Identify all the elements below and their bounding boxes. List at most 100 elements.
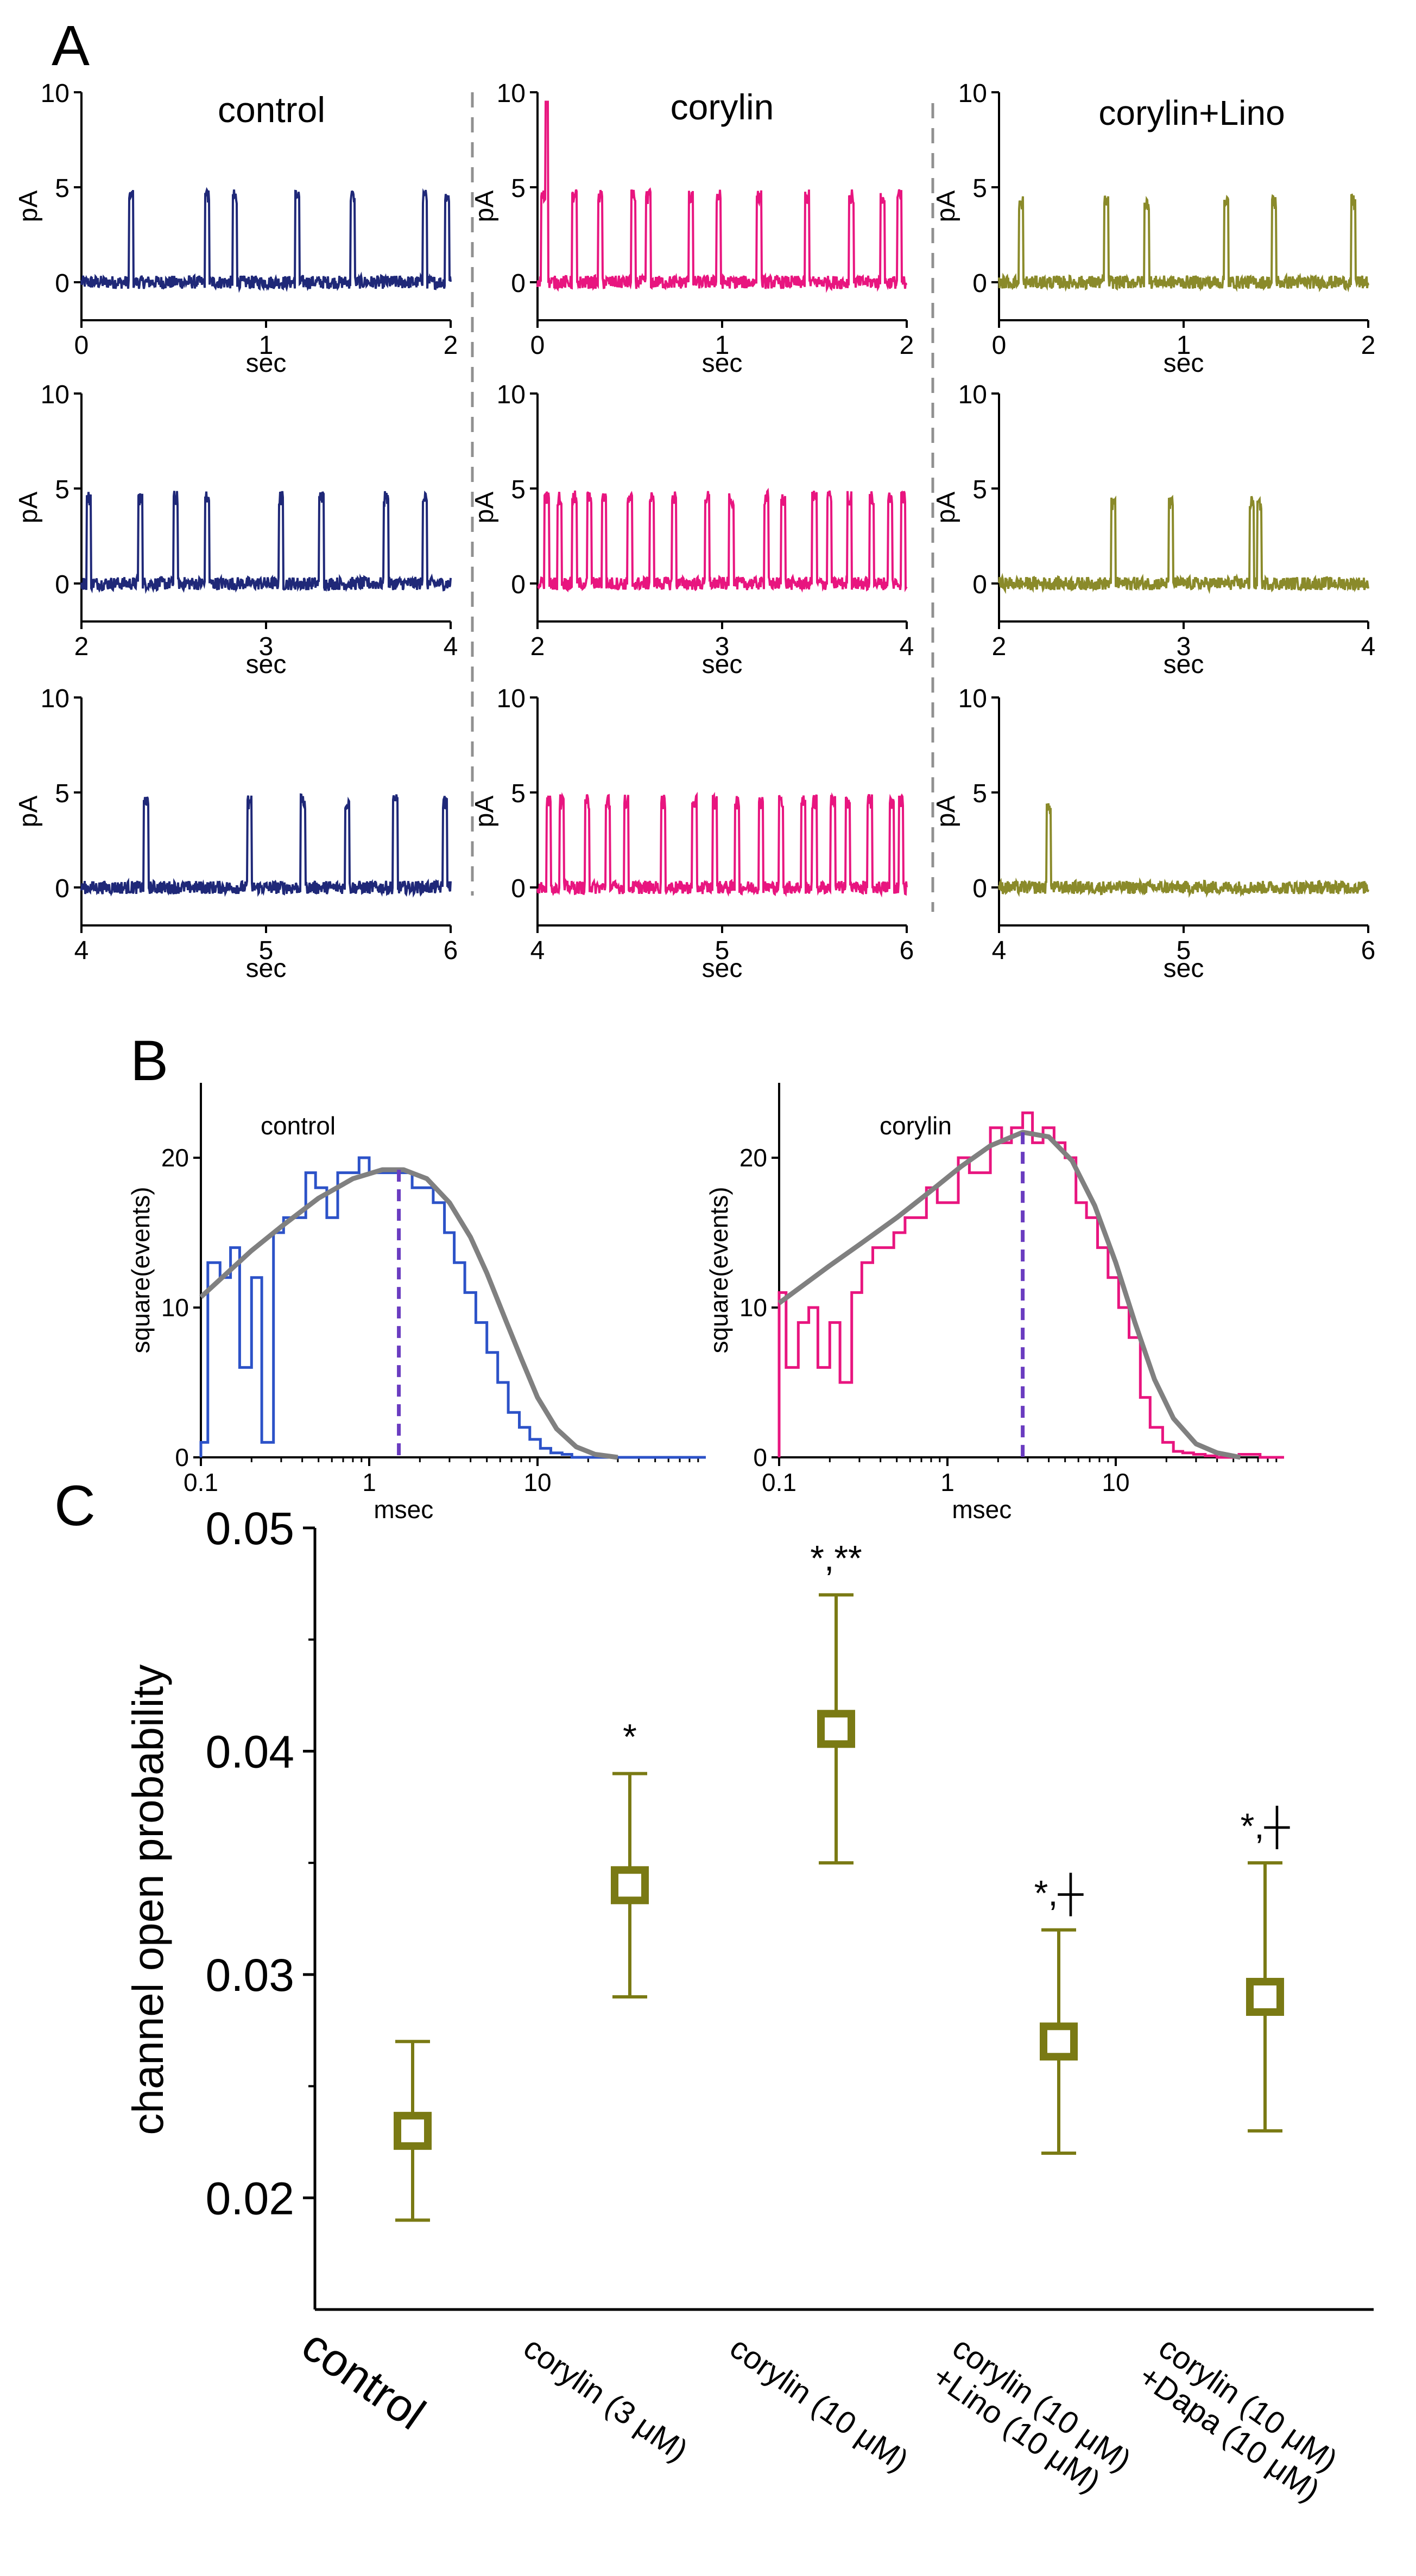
trace-plot-2-1: 0 5 10 pA 0 1 2 sec bbox=[470, 79, 914, 378]
trace-plot-2-2: 0 5 10 pA 2 3 4 sec bbox=[470, 380, 914, 679]
histogram-plot-1: 0 10 20 0.1 1 10 msec square(events) control bbox=[127, 1083, 706, 1524]
y-axis-label: square(events) bbox=[705, 1187, 733, 1354]
y-tick-label: 10 bbox=[41, 684, 69, 713]
y-tick-label: 5 bbox=[972, 779, 987, 808]
fit-curve bbox=[199, 1167, 618, 1460]
c-y-tick-label: 0.04 bbox=[206, 1726, 295, 1777]
y-tick-label: 10 bbox=[958, 380, 987, 409]
x-tick-label: 3 bbox=[715, 632, 730, 661]
x-axis-label: msec bbox=[374, 1495, 433, 1524]
x-tick-label: 4 bbox=[74, 936, 89, 965]
x-tick-label: 2 bbox=[1361, 331, 1376, 360]
x-axis-label: sec bbox=[1164, 349, 1204, 378]
trace-plot-1-1: 0 5 10 pA 0 1 2 sec bbox=[14, 79, 458, 378]
trace-plot-1-3: 0 5 10 pA 4 5 6 sec bbox=[14, 684, 458, 983]
x-axis-label: sec bbox=[702, 954, 743, 983]
x-tick-label: 4 bbox=[900, 632, 914, 661]
y-axis-label: pA bbox=[932, 191, 960, 223]
x-axis-label: sec bbox=[702, 349, 743, 378]
x-axis-label: sec bbox=[246, 650, 287, 679]
x-tick-label: 2 bbox=[530, 632, 545, 661]
x-tick-label: 0.1 bbox=[762, 1468, 796, 1496]
y-tick-label: 10 bbox=[41, 79, 69, 108]
x-axis-label: sec bbox=[1164, 650, 1204, 679]
y-tick-label: 5 bbox=[55, 174, 69, 203]
x-tick-label: 2 bbox=[444, 331, 458, 360]
x-tick-label: 4 bbox=[444, 632, 458, 661]
y-tick-label: 10 bbox=[958, 684, 987, 713]
y-tick-label: 5 bbox=[511, 779, 526, 808]
col-title-control: control bbox=[218, 90, 325, 130]
x-tick-label: 6 bbox=[444, 936, 458, 965]
significance-label: *,┼ bbox=[1034, 1873, 1084, 1917]
panel-label-b: B bbox=[130, 1029, 168, 1093]
fit-curve bbox=[777, 1130, 1241, 1460]
x-tick-label: 0 bbox=[74, 331, 89, 360]
c-ylabel: channel open probability bbox=[124, 1664, 172, 2135]
x-tick-label: 0.1 bbox=[184, 1468, 218, 1496]
x-tick-label: 1 bbox=[940, 1468, 954, 1496]
x-axis-label: sec bbox=[246, 349, 287, 378]
x-tick-label: 5 bbox=[1177, 936, 1191, 965]
current-trace bbox=[536, 791, 908, 898]
panel-label-a: A bbox=[52, 14, 90, 78]
histogram-steps bbox=[199, 1156, 706, 1459]
plot-label: control bbox=[261, 1112, 336, 1140]
current-trace bbox=[536, 100, 908, 293]
significance-label: * bbox=[623, 1717, 637, 1757]
x-tick-label: 1 bbox=[1177, 331, 1191, 360]
current-trace bbox=[80, 793, 452, 898]
y-tick-label: 10 bbox=[739, 1293, 767, 1322]
x-tick-label: 3 bbox=[1177, 632, 1191, 661]
y-tick-label: 0 bbox=[55, 874, 69, 903]
y-tick-label: 0 bbox=[55, 570, 69, 599]
y-axis-label: pA bbox=[470, 191, 499, 223]
current-trace bbox=[998, 494, 1369, 594]
trace-plot-3-2: 0 5 10 pA 2 3 4 sec bbox=[932, 380, 1375, 679]
y-tick-label: 10 bbox=[497, 684, 526, 713]
x-tick-label: 1 bbox=[259, 331, 274, 360]
x-tick-label: 1 bbox=[362, 1468, 376, 1496]
y-tick-label: 20 bbox=[739, 1144, 767, 1172]
trace-plot-1-2: 0 5 10 pA 2 3 4 sec bbox=[14, 380, 458, 679]
x-tick-label: 4 bbox=[530, 936, 545, 965]
panel-label-c: C bbox=[54, 1474, 96, 1538]
y-axis-label: square(events) bbox=[127, 1187, 155, 1354]
x-tick-label: 2 bbox=[992, 632, 1007, 661]
x-tick-label: 0 bbox=[530, 331, 545, 360]
x-tick-label: 6 bbox=[900, 936, 914, 965]
y-tick-label: 0 bbox=[55, 269, 69, 298]
y-tick-label: 0 bbox=[753, 1443, 767, 1471]
y-tick-label: 0 bbox=[972, 570, 987, 599]
x-tick-label: 3 bbox=[259, 632, 274, 661]
y-axis-label: pA bbox=[470, 796, 499, 828]
c-y-tick-label: 0.02 bbox=[206, 2173, 295, 2224]
y-tick-label: 0 bbox=[972, 874, 987, 903]
mean-marker bbox=[817, 1710, 855, 1748]
trace-plot-3-3: 0 5 10 pA 4 5 6 sec bbox=[932, 684, 1375, 983]
x-tick-label: 5 bbox=[715, 936, 730, 965]
y-tick-label: 5 bbox=[972, 475, 987, 504]
x-axis-label: sec bbox=[1164, 954, 1204, 983]
y-tick-label: 10 bbox=[958, 79, 987, 108]
y-tick-label: 5 bbox=[55, 475, 69, 504]
y-tick-label: 5 bbox=[972, 174, 987, 203]
y-axis-label: pA bbox=[932, 492, 960, 524]
mean-marker bbox=[1246, 1978, 1284, 2016]
y-tick-label: 0 bbox=[511, 269, 526, 298]
c-y-tick-label: 0.03 bbox=[206, 1950, 295, 2001]
y-tick-label: 0 bbox=[175, 1443, 189, 1471]
x-axis-label: msec bbox=[952, 1495, 1012, 1524]
x-tick-label: 0 bbox=[992, 331, 1007, 360]
y-tick-label: 5 bbox=[511, 475, 526, 504]
col-title-corylin: corylin bbox=[671, 87, 774, 127]
mean-marker bbox=[611, 1866, 649, 1905]
x-tick-label: 10 bbox=[523, 1468, 551, 1496]
x-tick-label: 5 bbox=[259, 936, 274, 965]
x-tick-label: 2 bbox=[74, 632, 89, 661]
current-trace bbox=[537, 487, 908, 593]
y-tick-label: 20 bbox=[161, 1144, 189, 1172]
significance-label: *,┼ bbox=[1241, 1805, 1291, 1850]
x-tick-label: 2 bbox=[900, 331, 914, 360]
